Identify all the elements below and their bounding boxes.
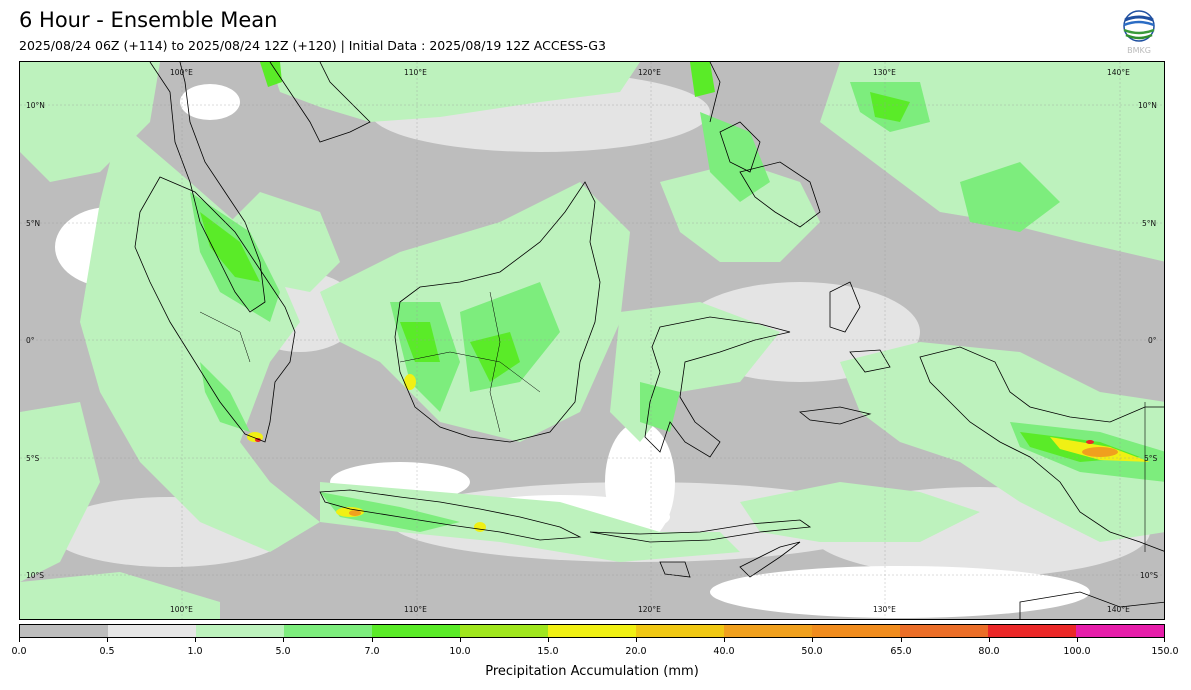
colorbar-tick [901,638,902,642]
lat-label-right: 10°S [1140,571,1159,580]
colorbar-tick [460,638,461,642]
precipitation-map: 100°E 110°E 120°E 130°E 140°E 100°E 110°… [19,61,1165,620]
map-title: 6 Hour - Ensemble Mean [19,8,278,32]
colorbar-segment [1076,625,1164,637]
colorbar-segment [108,625,196,637]
colorbar-tick-label: 50.0 [801,646,823,657]
map-subtitle: 2025/08/24 06Z (+114) to 2025/08/24 12Z … [19,38,606,53]
colorbar-segment [900,625,988,637]
lon-label-bottom: 140°E [1107,605,1130,614]
lat-label-right: 0° [1148,336,1157,345]
lon-label-top: 100°E [170,68,193,77]
colorbar-tick-label: 100.0 [1063,646,1091,657]
colorbar-tick-label: 65.0 [890,646,912,657]
colorbar-segment [196,625,284,637]
lat-label-left: 10°N [26,101,45,110]
intense-rain-areas [349,447,1118,516]
colorbar-tick [1077,638,1078,642]
lat-label-left: 10°S [26,571,45,580]
colorbar-tick [107,638,108,642]
colorbar-tick [724,638,725,642]
colorbar-tick-label: 1.0 [187,646,203,657]
lon-label-top: 110°E [404,68,427,77]
colorbar-tick [195,638,196,642]
colorbar-segment [20,625,108,637]
colorbar-label: Precipitation Accumulation (mm) [485,664,699,679]
colorbar-segment [724,625,812,637]
lon-label-top: 130°E [873,68,896,77]
lon-label-top: 120°E [638,68,661,77]
colorbar-tick [812,638,813,642]
colorbar-tick-label: 10.0 [449,646,471,657]
colorbar-tick [548,638,549,642]
colorbar-tick [1164,638,1165,642]
colorbar-ticks: 0.0 0.5 1.0 5.0 7.0 10.0 15.0 20.0 40.0 50.0 65.0 8… [11,638,1179,658]
colorbar-segment [988,625,1076,637]
colorbar-tick [636,638,637,642]
colorbar-tick-label: 20.0 [625,646,647,657]
colorbar-tick-label: 150.0 [1151,646,1179,657]
lon-label-bottom: 110°E [404,605,427,614]
colorbar-segment [636,625,724,637]
lon-label-bottom: 130°E [873,605,896,614]
coastlines [134,62,1164,619]
colorbar-tick [19,638,20,642]
colorbar-tick [283,638,284,642]
lat-label-right: 10°N [1138,101,1157,110]
colorbar-tick-label: 40.0 [713,646,735,657]
colorbar-tick [372,638,373,642]
lon-label-bottom: 100°E [170,605,193,614]
lat-label-left: 5°S [26,454,40,463]
colorbar-tick-label: 80.0 [978,646,1000,657]
colorbar-tick-label: 0.5 [99,646,115,657]
graticule [20,62,1164,619]
lat-label-right: 5°N [1142,219,1157,228]
colorbar-segment [372,625,460,637]
lat-label-left: 0° [26,336,35,345]
lat-label-right: 5°S [1144,454,1158,463]
lon-label-top: 140°E [1107,68,1130,77]
lat-label-left: 5°N [26,219,41,228]
colorbar-segment [812,625,900,637]
colorbar-segment [460,625,548,637]
colorbar [19,624,1165,638]
colorbar-tick-label: 7.0 [364,646,380,657]
colorbar-tick [989,638,990,642]
logo-text: BMKG [1127,46,1151,55]
colorbar-segment [284,625,372,637]
colorbar-tick-label: 5.0 [275,646,291,657]
bmkg-logo-icon: BMKG [1120,10,1158,56]
colorbar-tick-label: 0.0 [11,646,27,657]
heavy-rain-areas [200,62,1140,462]
colorbar-segment [548,625,636,637]
colorbar-tick-label: 15.0 [537,646,559,657]
lon-label-bottom: 120°E [638,605,661,614]
